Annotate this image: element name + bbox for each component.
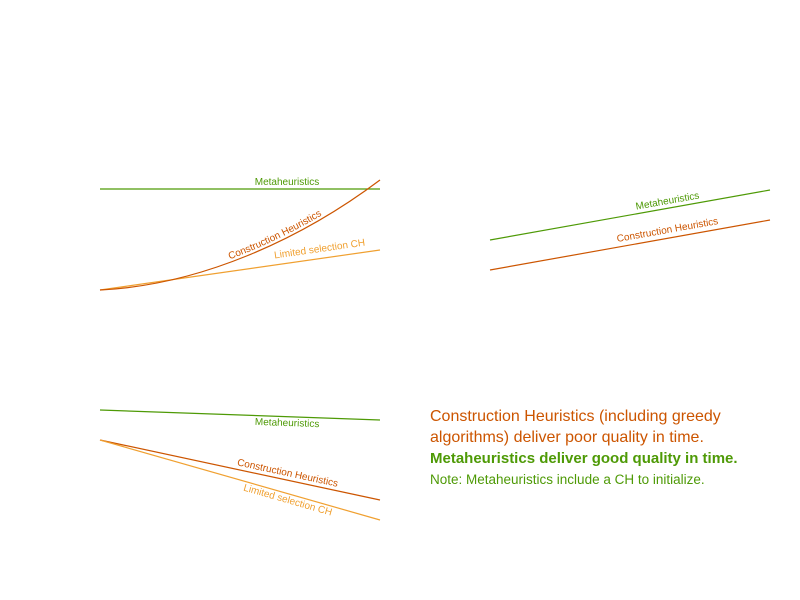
bl-metaheuristics-line	[99, 409, 381, 421]
summary-notes: Construction Heuristics (including greed…	[430, 406, 790, 489]
initialize-note: Note: Metaheuristics include a CH to ini…	[430, 472, 705, 487]
bl-limited-label: Limited selection CH	[242, 483, 333, 519]
tl-limited-line	[99, 249, 381, 291]
tl-limited-label: Limited selection CH	[273, 238, 365, 262]
tl-construction-curve	[99, 179, 381, 291]
tr-construction-line	[489, 219, 771, 271]
panel-top-right: Metaheuristics Construction Heuristics	[489, 189, 771, 271]
tl-metaheuristics-label: Metaheuristics	[255, 177, 319, 188]
bl-limited-line	[99, 439, 381, 521]
tr-metaheuristics-line	[489, 189, 771, 241]
tr-construction-label: Construction Heuristics	[616, 216, 719, 245]
bl-construction-line	[99, 439, 381, 501]
tr-metaheuristics-label: Metaheuristics	[635, 190, 700, 212]
bl-metaheuristics-label: Metaheuristics	[255, 417, 320, 430]
construction-note-line1: Construction Heuristics (including greed…	[430, 408, 721, 425]
panel-top-left: Metaheuristics Limited selection CH Cons…	[99, 177, 381, 291]
panel-bottom-left: Metaheuristics Construction Heuristics L…	[99, 409, 381, 521]
metaheuristics-note: Metaheuristics deliver good quality in t…	[430, 450, 738, 467]
construction-note-line2: algorithms) deliver poor quality in time…	[430, 429, 704, 446]
